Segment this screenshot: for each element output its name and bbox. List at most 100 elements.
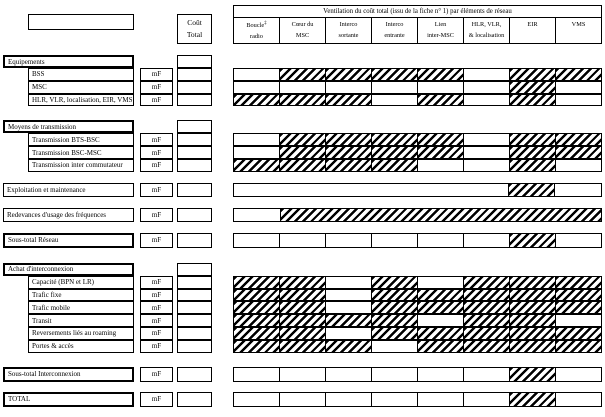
hatched-cell-capacite-bpn-et-lr-1 xyxy=(279,276,325,288)
open-cell-msc-2 xyxy=(325,81,371,93)
column-header-line1: Boucle xyxy=(246,22,265,30)
column-header-hlr-vlr-localisation: HLR, VLR, & localisation xyxy=(463,18,509,44)
hatched-cell-portes-acces-1 xyxy=(279,340,325,352)
open-cell-transmission-inter-commutateur-4 xyxy=(417,160,463,171)
row-label-sous-total-interconnexion: Sous-total Interconnexion xyxy=(3,366,134,382)
hatched-cell-transit-6 xyxy=(509,315,555,326)
hatched-cell-transmission-inter-commutateur-1 xyxy=(279,160,325,171)
open-cell-hlr-vlr-localisation-eir-vms-5 xyxy=(463,94,509,106)
open-cell-msc-0 xyxy=(234,81,279,93)
hatched-cell-reversements-lies-au-roaming-7 xyxy=(555,328,601,339)
hatched-cell-bss-6 xyxy=(509,69,555,80)
grid-row-reversements-lies-au-roaming xyxy=(233,327,602,340)
hatched-cell-transmission-inter-commutateur-3 xyxy=(371,160,417,171)
unit-box-transit: mF xyxy=(140,314,173,327)
unit-box-portes-acces: mF xyxy=(140,339,173,353)
hatched-cell-transmission-bsc-msc-6 xyxy=(509,147,555,158)
hatched-cell-trafic-fixe-4 xyxy=(417,289,463,301)
open-cell-total-5 xyxy=(463,392,509,406)
cout-total-cell-transit xyxy=(177,314,212,327)
hatched-cell-reversements-lies-au-roaming-6 xyxy=(509,328,555,339)
row-label-equipements: Equipements xyxy=(3,55,134,68)
unit-box-redevances-d-usage-des-frequences: mF xyxy=(140,207,173,222)
hatched-cell-capacite-bpn-et-lr-6 xyxy=(509,276,555,288)
hatched-cell-transmission-inter-commutateur-6 xyxy=(509,160,555,171)
hatched-cell-trafic-mobile-7 xyxy=(555,302,601,314)
hatched-cell-msc-6 xyxy=(509,81,555,93)
hatched-cell-bss-4 xyxy=(417,69,463,80)
hatched-cell-bss-1 xyxy=(279,69,325,80)
cout-total-cell-trafic-fixe xyxy=(177,288,212,302)
unit-box-trafic-fixe: mF xyxy=(140,288,173,302)
column-header-line1: Cœur du xyxy=(291,21,314,28)
row-label-reversements-lies-au-roaming: Reversements liés au roaming xyxy=(28,327,134,340)
open-cell-total-1 xyxy=(279,392,325,406)
column-header-vms: VMS xyxy=(555,18,601,44)
column-header-line2: entrante xyxy=(384,32,405,40)
grid-row-exploitation-et-maintenance xyxy=(233,182,602,197)
row-label-achat-d-interconnexion: Achat d'interconnexion xyxy=(3,262,134,276)
hatched-cell-transmission-bts-bsc-1 xyxy=(279,134,325,146)
grid-row-transmission-inter-commutateur xyxy=(233,159,602,172)
grid-row-hlr-vlr-localisation-eir-vms xyxy=(233,93,602,107)
hatched-cell-hlr-vlr-localisation-eir-vms-0 xyxy=(234,94,279,106)
open-cell-sous-total-interconnexion-1 xyxy=(279,367,325,381)
hatched-cell-trafic-mobile-3 xyxy=(371,302,417,314)
row-label-transmission-bsc-msc: Transmission BSC-MSC xyxy=(28,146,134,159)
open-cell-sous-total-reseau-3 xyxy=(371,233,417,247)
cout-total-cell-transmission-inter-commutateur xyxy=(177,159,212,172)
hatched-cell-capacite-bpn-et-lr-3 xyxy=(371,276,417,288)
open-cell-transmission-inter-commutateur-5 xyxy=(463,160,509,171)
hatched-cell-trafic-fixe-1 xyxy=(279,289,325,301)
column-header-line2: MSC xyxy=(295,32,310,40)
unit-box-hlr-vlr-localisation-eir-vms: mF xyxy=(140,93,173,107)
hatched-cell-transmission-bsc-msc-1 xyxy=(279,147,325,158)
grid-row-bss xyxy=(233,68,602,81)
hatched-cell-redevances-d-usage-des-frequences-1 xyxy=(279,208,601,221)
hatched-cell-portes-acces-5 xyxy=(463,340,509,352)
open-cell-bss-0 xyxy=(234,69,279,80)
grid-row-transit xyxy=(233,314,602,327)
open-cell-sous-total-reseau-2 xyxy=(325,233,371,247)
open-cell-msc-3 xyxy=(371,81,417,93)
cout-total-cell-sous-total-reseau xyxy=(177,232,212,248)
hatched-cell-trafic-mobile-6 xyxy=(509,302,555,314)
column-header-line2: & localisation xyxy=(468,32,505,40)
hatched-cell-transit-2 xyxy=(325,315,371,326)
row-label-transit: Transit xyxy=(28,314,134,327)
open-cell-capacite-bpn-et-lr-2 xyxy=(325,276,371,288)
hatched-cell-bss-2 xyxy=(325,69,371,80)
open-cell-sous-total-interconnexion-7 xyxy=(555,367,601,381)
open-cell-sous-total-interconnexion-3 xyxy=(371,367,417,381)
open-cell-sous-total-interconnexion-4 xyxy=(417,367,463,381)
open-cell-hlr-vlr-localisation-eir-vms-3 xyxy=(371,94,417,106)
hatched-cell-sous-total-reseau-6 xyxy=(509,233,555,247)
open-cell-msc-1 xyxy=(279,81,325,93)
unit-box-transmission-bsc-msc: mF xyxy=(140,146,173,159)
row-label-moyens-de-transmission: Moyens de transmission xyxy=(3,120,134,134)
unit-box-sous-total-interconnexion: mF xyxy=(140,366,173,382)
unit-box-sous-total-reseau: mF xyxy=(140,232,173,248)
open-cell-sous-total-reseau-4 xyxy=(417,233,463,247)
hatched-cell-trafic-fixe-0 xyxy=(234,289,279,301)
grid-row-capacite-bpn-et-lr xyxy=(233,275,602,289)
open-cell-exploitation-et-maintenance-2 xyxy=(554,183,601,196)
row-label-total: TOTAL xyxy=(3,391,134,407)
grid-header: Ventilation du coût total (issu de la fi… xyxy=(233,5,602,44)
row-label-hlr-vlr-localisation-eir-vms: HLR, VLR, localisation, EIR, VMS xyxy=(28,93,134,107)
hatched-cell-transit-5 xyxy=(463,315,509,326)
hatched-cell-portes-acces-4 xyxy=(417,340,463,352)
row-label-redevances-d-usage-des-frequences: Redevances d'usage des fréquences xyxy=(3,207,134,222)
open-cell-hlr-vlr-localisation-eir-vms-7 xyxy=(555,94,601,106)
cout-total-cell-moyens-de-transmission xyxy=(177,120,212,134)
hatched-cell-hlr-vlr-localisation-eir-vms-1 xyxy=(279,94,325,106)
open-cell-transit-4 xyxy=(417,315,463,326)
hatched-cell-capacite-bpn-et-lr-7 xyxy=(555,276,601,288)
hatched-cell-hlr-vlr-localisation-eir-vms-4 xyxy=(417,94,463,106)
cout-total-cell-redevances-d-usage-des-frequences xyxy=(177,207,212,222)
grid-row-sous-total-reseau xyxy=(233,232,602,248)
open-cell-sous-total-interconnexion-0 xyxy=(234,367,279,381)
cout-total-cell-portes-acces xyxy=(177,339,212,353)
hatched-cell-trafic-fixe-6 xyxy=(509,289,555,301)
